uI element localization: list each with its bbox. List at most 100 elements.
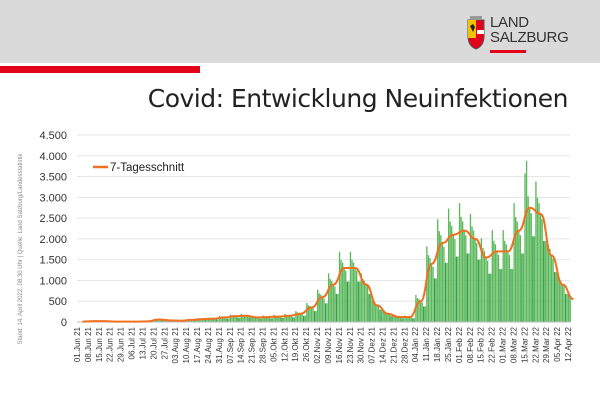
daily-bar [420,301,421,322]
daily-bar [372,300,373,322]
x-tick-label: 21.Dez 21 [389,326,398,363]
daily-bar [506,244,507,322]
daily-bar [281,318,282,322]
x-tick-label: 01.Jun 21 [73,326,82,362]
daily-bar [557,273,558,322]
y-tick-label: 1.000 [39,275,67,287]
daily-bar [228,319,229,322]
x-tick-label: 21.Sep 21 [248,326,257,363]
daily-bar [291,316,292,322]
x-tick-label: 13.Jul 21 [138,326,147,359]
daily-bar [474,239,475,322]
daily-bar [350,252,351,322]
y-tick-label: 4.500 [39,130,67,142]
daily-bar [323,298,324,322]
daily-bar [566,294,567,322]
daily-bar [446,263,447,322]
daily-bar [440,235,441,322]
daily-bar [478,260,479,322]
x-tick-label: 18.Jän 22 [433,326,442,362]
daily-bar [513,203,514,322]
daily-bar [347,281,348,322]
daily-bar [492,230,493,322]
x-tick-label: 12.Apr 22 [564,326,573,361]
x-tick-label: 10.Aug 21 [182,326,191,363]
daily-bar [311,307,312,322]
daily-bar [259,319,260,322]
daily-bar [300,314,301,322]
x-tick-label: 25.Jän 22 [444,326,453,362]
daily-bar [538,203,539,322]
daily-bar [292,317,293,322]
daily-bar [315,311,316,322]
x-tick-label: 27.Jul 21 [160,326,169,359]
daily-bar [384,312,385,322]
daily-bar [540,214,541,322]
daily-bar [337,294,338,322]
daily-bar [479,260,480,322]
daily-bar [392,316,393,322]
daily-bar [301,314,302,322]
x-tick-label: 22.Mar 22 [531,326,540,363]
x-tick-label: 15.Jun 21 [95,326,104,362]
daily-bar [428,255,429,322]
daily-bar [545,241,546,322]
daily-bar [306,303,307,322]
daily-bar [348,281,349,322]
daily-bar [227,319,228,322]
daily-bar [303,316,304,322]
x-tick-label: 14.Dez 21 [379,326,388,363]
daily-bar [503,230,504,322]
daily-bar [527,196,528,322]
daily-bar [563,286,564,322]
daily-bar [453,235,454,322]
daily-bar [373,303,374,322]
x-tick-label: 07.Sep 21 [226,326,235,363]
daily-bar [570,296,571,322]
daily-bar [495,244,496,322]
daily-bar [403,318,404,322]
x-tick-label: 08.Jun 21 [84,326,93,362]
daily-bar [457,257,458,322]
daily-bar [411,317,412,322]
daily-bar [437,219,438,322]
daily-bar [344,268,345,322]
daily-bar [529,208,530,322]
daily-bar [454,239,455,322]
daily-bar [370,294,371,322]
daily-bar [448,209,449,322]
daily-bar [333,285,334,322]
y-tick-label: 3.000 [39,192,67,204]
daily-bar [431,264,432,322]
daily-bar [442,243,443,322]
daily-bar [565,294,566,322]
daily-bar [359,281,360,322]
daily-bar [504,241,505,322]
daily-bar [520,235,521,322]
daily-bar [532,236,533,322]
x-tick-label: 26.Okt 21 [302,326,311,361]
daily-bar [239,318,240,322]
y-tick-label: 0 [61,317,67,329]
daily-bar [334,286,335,322]
x-tick-label: 22.Feb 22 [488,326,497,363]
daily-bar [401,318,402,322]
y-tick-label: 2.500 [39,213,67,225]
daily-bar [345,271,346,322]
x-tick-label: 07.Dez 21 [368,326,377,363]
daily-bar [378,306,379,322]
daily-bar [353,263,354,322]
daily-bar [487,261,488,322]
daily-bar [459,203,460,322]
daily-bar [354,268,355,322]
x-tick-label: 02.Nov 21 [313,326,322,363]
daily-bar [542,219,543,322]
x-tick-label: 28.Dez 21 [400,326,409,363]
daily-bar [280,317,281,322]
daily-bar [451,226,452,322]
daily-bar [331,281,332,322]
daily-bar [389,314,390,322]
daily-bar [364,281,365,322]
daily-bar [512,269,513,322]
